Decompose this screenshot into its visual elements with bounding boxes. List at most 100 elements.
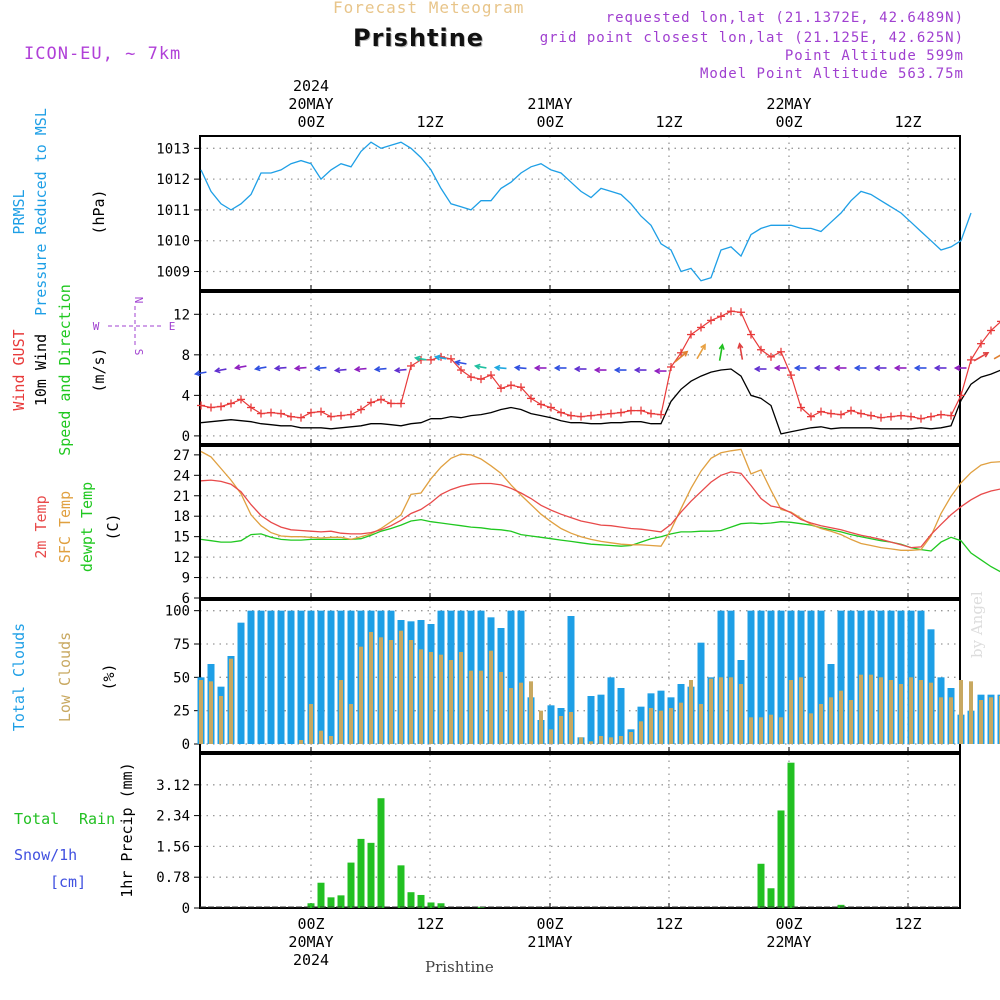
temperature-frame <box>199 445 961 599</box>
wind-gust-marker <box>957 391 965 400</box>
arrow-head <box>613 366 621 374</box>
arrow-head <box>682 350 689 357</box>
arrow-shaft <box>215 368 227 372</box>
temperature-y-tick-label: 18 <box>173 509 190 525</box>
wind-direction-arrow <box>973 352 990 362</box>
total-clouds-label: Total Clouds <box>10 623 28 731</box>
wind-gust-marker <box>297 413 305 422</box>
arrow-head <box>233 364 241 371</box>
wind-direction-arrow <box>513 364 527 371</box>
bottom-date-label: 21MAY <box>527 933 572 951</box>
bottom-hour-label: 00Z <box>775 915 802 933</box>
wind-direction-arrow <box>233 364 247 371</box>
clouds-panel: 0 25 50 75 100 <box>165 599 961 753</box>
wind-gust-marker <box>497 384 505 393</box>
arrow-head <box>893 364 901 372</box>
low-cloud-bar <box>919 680 923 744</box>
arrow-head <box>982 352 990 358</box>
wind-gust-marker <box>767 352 775 361</box>
low-cloud-bar <box>479 670 483 744</box>
pressure-y-tick-label: 1009 <box>156 265 190 281</box>
arrow-head <box>373 366 381 373</box>
total-cloud-bar <box>607 677 615 744</box>
total-cloud-bar <box>517 610 525 744</box>
pressure-y-tick-label: 1010 <box>156 234 190 250</box>
low-cloud-bar <box>799 677 803 744</box>
low-cloud-bar <box>449 660 453 744</box>
low-cloud-bar <box>819 704 823 744</box>
wind-gust-marker <box>777 347 785 356</box>
wind-gust-marker <box>867 411 875 420</box>
low-cloud-bar <box>629 732 633 744</box>
wind-gust-marker <box>937 410 945 419</box>
wind-gust-marker <box>897 411 905 420</box>
wind-gust-marker <box>277 409 285 418</box>
wind-direction-arrow <box>593 366 607 374</box>
arrow-head <box>353 366 361 373</box>
arrow-head <box>193 370 201 377</box>
wind-gust-marker <box>617 408 625 417</box>
total-cloud-bar <box>617 688 625 744</box>
temp-unit-label: (C) <box>104 513 122 540</box>
low-cloud-bar <box>429 652 433 744</box>
low-cloud-bar <box>359 646 363 744</box>
low-cloud-bar <box>649 708 653 744</box>
wind-direction-arrow <box>753 365 767 373</box>
precip-y-tick-label: 3.12 <box>156 778 190 794</box>
wind-gust-marker <box>247 403 255 412</box>
wind-direction-arrow <box>813 364 827 372</box>
compass-west: W <box>93 320 100 333</box>
arrow-head <box>533 364 541 372</box>
wind-gust-marker <box>567 411 575 420</box>
precip-total-label: Total <box>14 810 59 828</box>
wind-gust-marker <box>367 398 375 407</box>
wind-gust-marker <box>207 403 215 412</box>
wind-gust-marker <box>317 407 325 416</box>
total-cloud-bar <box>347 610 355 744</box>
rain-bar <box>357 838 365 908</box>
low-cloud-bar <box>539 710 543 744</box>
clouds-y-tick-label: 0 <box>182 737 190 753</box>
temperature-y-tick-label: 9 <box>182 571 190 587</box>
pressure-y-tick-label: 1011 <box>156 203 190 219</box>
low-cloud-bar <box>439 654 443 744</box>
rain-bar <box>307 903 315 908</box>
clouds-y-tick-label: 25 <box>173 704 190 720</box>
low-cloud-bar <box>599 736 603 744</box>
low-cloud-bar <box>739 684 743 744</box>
wind-gust-marker <box>627 406 635 415</box>
wind-gust-marker <box>257 409 265 418</box>
low-cloud-bar <box>549 729 553 744</box>
compass-south: S <box>132 349 145 356</box>
wind-gust-marker <box>467 373 475 382</box>
arrow-head <box>633 366 641 374</box>
low-cloud-bar <box>469 670 473 744</box>
wind-direction-arrow <box>718 343 725 361</box>
wind-direction-arrow <box>333 367 347 374</box>
total-cloud-bar <box>837 610 845 744</box>
wind-direction-arrow <box>253 365 267 372</box>
arrow-head <box>833 364 841 372</box>
wind-gust-marker <box>847 406 855 415</box>
arrow-head <box>933 364 941 372</box>
low-cloud-bar <box>229 658 233 744</box>
low-cloud-bar <box>529 681 533 744</box>
arrow-shaft <box>355 367 367 371</box>
low-cloud-bar <box>989 697 993 744</box>
wind-y-tick-label: 8 <box>182 348 190 364</box>
total-cloud-bar <box>247 610 255 744</box>
wind-direction-arrow <box>413 355 427 362</box>
low-cloud-bar <box>829 697 833 744</box>
compass-east: E <box>169 320 176 333</box>
low-cloud-bar <box>619 736 623 744</box>
wind-gust-marker <box>307 408 315 417</box>
wind-direction-arrow <box>493 364 507 371</box>
arrow-head <box>493 364 501 371</box>
low-cloud-bar <box>299 740 303 744</box>
arrow-head <box>333 367 341 374</box>
wind-gust-marker <box>717 312 725 321</box>
low-cloud-bar <box>669 708 673 744</box>
arrow-shaft <box>315 366 327 370</box>
wind-direction-arrow <box>653 367 667 375</box>
